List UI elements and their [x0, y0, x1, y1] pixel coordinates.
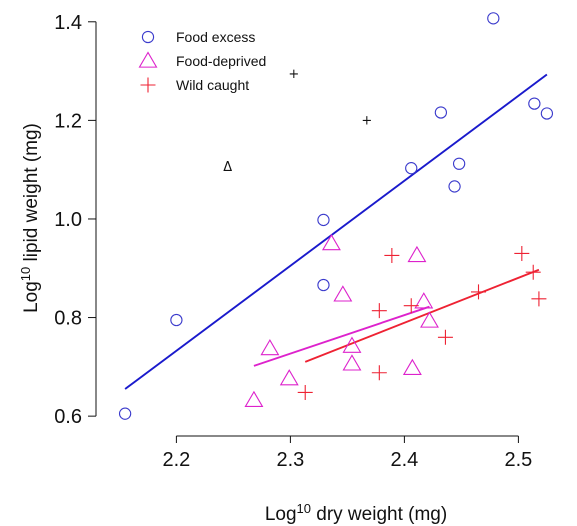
food-excess-fit-line: [124, 73, 548, 390]
y-tick-label: 0.6: [54, 406, 82, 428]
food-excess-point: [452, 157, 466, 170]
x-tick-label: 2.4: [390, 449, 418, 471]
axes-layer: 0.6 0.8 1.0 1.2 1.4 2.2 2.3 2.4 2.5: [54, 12, 532, 471]
wild-caught-fit-line: [304, 268, 540, 363]
food-deprived-point: [321, 234, 341, 251]
x-tick-label: 2.2: [162, 449, 190, 471]
food-excess-point: [540, 107, 554, 120]
food-excess-point: [317, 213, 330, 227]
annotation-symbol: +: [288, 67, 299, 82]
wild-caught-point: [297, 384, 313, 400]
food-deprived-point: [414, 292, 434, 309]
wild-caught-point: [384, 247, 400, 263]
food-deprived-point: [244, 390, 264, 408]
x-tick-label: 2.3: [276, 449, 304, 471]
wild-caught-point: [371, 365, 387, 381]
annotation-symbol: Δ: [223, 160, 232, 175]
legend-wild-caught-marker: [140, 77, 156, 93]
food-deprived-point: [402, 358, 422, 375]
wild-caught-point: [471, 284, 486, 300]
wild-caught-point: [514, 245, 530, 261]
food-excess-point: [487, 12, 500, 25]
y-tick-label: 1.0: [54, 209, 82, 231]
food-deprived-point: [407, 245, 427, 263]
y-tick-label: 1.4: [54, 12, 82, 34]
fit-lines-layer: [124, 73, 548, 390]
food-excess-point: [405, 162, 418, 175]
y-tick-label: 0.8: [54, 308, 82, 330]
food-deprived-point: [342, 336, 362, 353]
wild-caught-point: [371, 303, 387, 319]
legend-food-excess-marker: [141, 30, 155, 44]
food-excess-point: [170, 313, 183, 327]
food-deprived-point: [342, 354, 362, 371]
food-excess-point: [528, 97, 541, 110]
food-excess-point: [118, 407, 132, 420]
food-deprived-point: [279, 369, 299, 386]
legend-food-deprived-label: Food-deprived: [176, 53, 266, 69]
wild-caught-point: [437, 329, 453, 345]
legend-food-deprived-marker: [138, 51, 158, 68]
y-tick-label: 1.2: [54, 110, 82, 132]
wild-caught-point: [525, 264, 541, 280]
food-excess-point: [317, 278, 330, 292]
wild-caught-point: [531, 291, 547, 307]
food-deprived-fit-line: [253, 305, 430, 367]
wild-caught-point: [403, 298, 419, 314]
food-deprived-point: [333, 285, 353, 302]
y-axis-title: Log10 lipid weight (mg): [18, 123, 42, 313]
x-tick-label: 2.5: [504, 449, 532, 471]
legend: Food excess Food-deprived Wild caught: [138, 29, 266, 93]
food-deprived-point: [420, 311, 439, 328]
data-points-layer: [118, 12, 554, 420]
legend-wild-caught-label: Wild caught: [176, 77, 249, 93]
annotation-symbol: +: [361, 113, 372, 128]
food-deprived-point: [260, 339, 280, 356]
legend-food-excess-label: Food excess: [176, 29, 255, 45]
axis-titles: Log10 dry weight (mg) Log10 lipid weight …: [18, 123, 447, 525]
food-excess-point: [448, 180, 461, 193]
x-axis-title: Log10 dry weight (mg): [265, 501, 447, 525]
food-excess-point: [434, 106, 448, 119]
annotations-layer: Δ + +: [223, 67, 372, 175]
